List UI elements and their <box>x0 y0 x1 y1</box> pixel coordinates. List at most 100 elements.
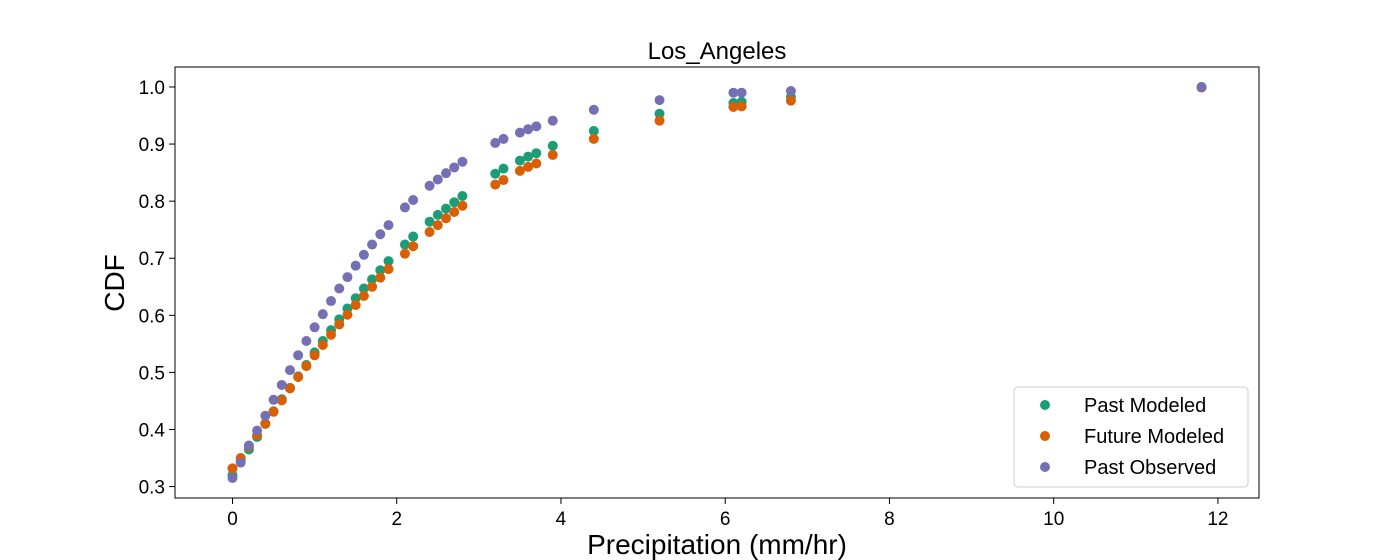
data-point <box>235 457 246 468</box>
data-point <box>317 340 328 351</box>
data-point <box>227 463 238 474</box>
chart-title: Los_Angeles <box>648 38 787 65</box>
data-point <box>367 239 378 250</box>
data-point <box>342 272 353 283</box>
data-point <box>408 241 419 252</box>
data-point <box>383 256 394 267</box>
data-point <box>785 95 796 106</box>
data-point <box>449 162 460 173</box>
data-point <box>736 101 747 112</box>
legend-label: Past Observed <box>1084 457 1216 479</box>
data-point <box>498 133 509 144</box>
data-point <box>326 329 337 340</box>
y-tick-label: 0.4 <box>139 420 166 441</box>
data-point <box>358 249 369 260</box>
data-point <box>785 85 796 96</box>
data-point <box>276 395 287 406</box>
data-point <box>514 155 525 166</box>
y-tick-label: 0.9 <box>139 135 165 156</box>
y-tick-label: 0.6 <box>139 306 165 327</box>
data-point <box>399 248 410 259</box>
data-point <box>424 226 435 237</box>
data-point <box>523 161 534 172</box>
data-point <box>498 163 509 174</box>
legend-label: Past Modeled <box>1084 395 1206 417</box>
y-tick-label: 0.7 <box>139 249 165 270</box>
data-point <box>260 418 271 429</box>
data-point <box>424 216 435 227</box>
data-point <box>441 168 451 179</box>
data-point <box>309 322 320 333</box>
series-3 <box>227 81 1207 484</box>
data-point <box>449 197 460 208</box>
data-point <box>342 309 353 320</box>
data-point <box>654 108 665 119</box>
legend-label: Future Modeled <box>1084 426 1224 448</box>
data-point <box>284 383 295 394</box>
data-point <box>498 175 509 186</box>
data-point <box>728 87 739 98</box>
legend-box <box>1013 386 1249 488</box>
data-point <box>432 220 443 231</box>
x-tick-label: 4 <box>556 509 567 530</box>
data-point <box>588 104 599 115</box>
data-point <box>514 165 525 176</box>
x-tick-label: 12 <box>1207 509 1228 530</box>
data-point <box>547 115 558 126</box>
x-tick-label: 10 <box>1043 509 1064 530</box>
y-axis: 0.3 0.4 0.5 0.6 0.7 0.8 0.9 1.0 <box>139 78 175 499</box>
data-point <box>317 309 328 320</box>
data-point <box>523 124 534 135</box>
data-point <box>358 283 369 294</box>
data-point <box>457 156 468 167</box>
data-point <box>243 440 254 451</box>
data-point <box>531 121 542 132</box>
data-point <box>424 180 435 191</box>
data-point <box>268 394 279 405</box>
x-axis-label: Precipitation (mm/hr) <box>587 529 847 560</box>
data-point <box>383 264 394 275</box>
data-point <box>284 365 295 376</box>
data-point <box>375 272 386 283</box>
data-point <box>531 158 542 169</box>
x-tick-label: 0 <box>227 509 238 530</box>
data-point <box>449 207 460 217</box>
data-point <box>350 260 361 271</box>
data-point <box>227 473 238 484</box>
data-point <box>588 125 599 136</box>
y-tick-label: 0.8 <box>139 192 165 213</box>
data-point <box>432 209 443 220</box>
data-point <box>301 336 312 347</box>
data-point <box>490 168 501 179</box>
data-point <box>523 151 534 162</box>
data-point <box>383 220 394 231</box>
data-point <box>301 361 312 372</box>
data-point <box>399 239 410 250</box>
data-point <box>441 203 451 214</box>
data-point <box>268 406 279 417</box>
data-point <box>547 149 558 160</box>
data-point <box>408 231 419 242</box>
data-point <box>514 127 525 138</box>
x-tick-label: 6 <box>720 509 731 530</box>
data-point <box>276 379 287 390</box>
legend-marker <box>1040 462 1050 472</box>
data-point <box>358 290 369 301</box>
data-point <box>334 319 345 330</box>
data-point <box>375 265 386 276</box>
data-point <box>367 281 378 292</box>
points-layer <box>227 81 1207 484</box>
data-point <box>654 115 665 126</box>
data-point <box>736 87 747 98</box>
data-point <box>408 195 419 206</box>
data-point <box>326 296 337 307</box>
data-point <box>457 191 468 202</box>
data-point <box>309 350 320 361</box>
data-point <box>350 300 361 311</box>
data-point <box>490 179 501 190</box>
data-point <box>399 202 410 213</box>
data-point <box>293 350 304 361</box>
data-point <box>531 148 542 159</box>
